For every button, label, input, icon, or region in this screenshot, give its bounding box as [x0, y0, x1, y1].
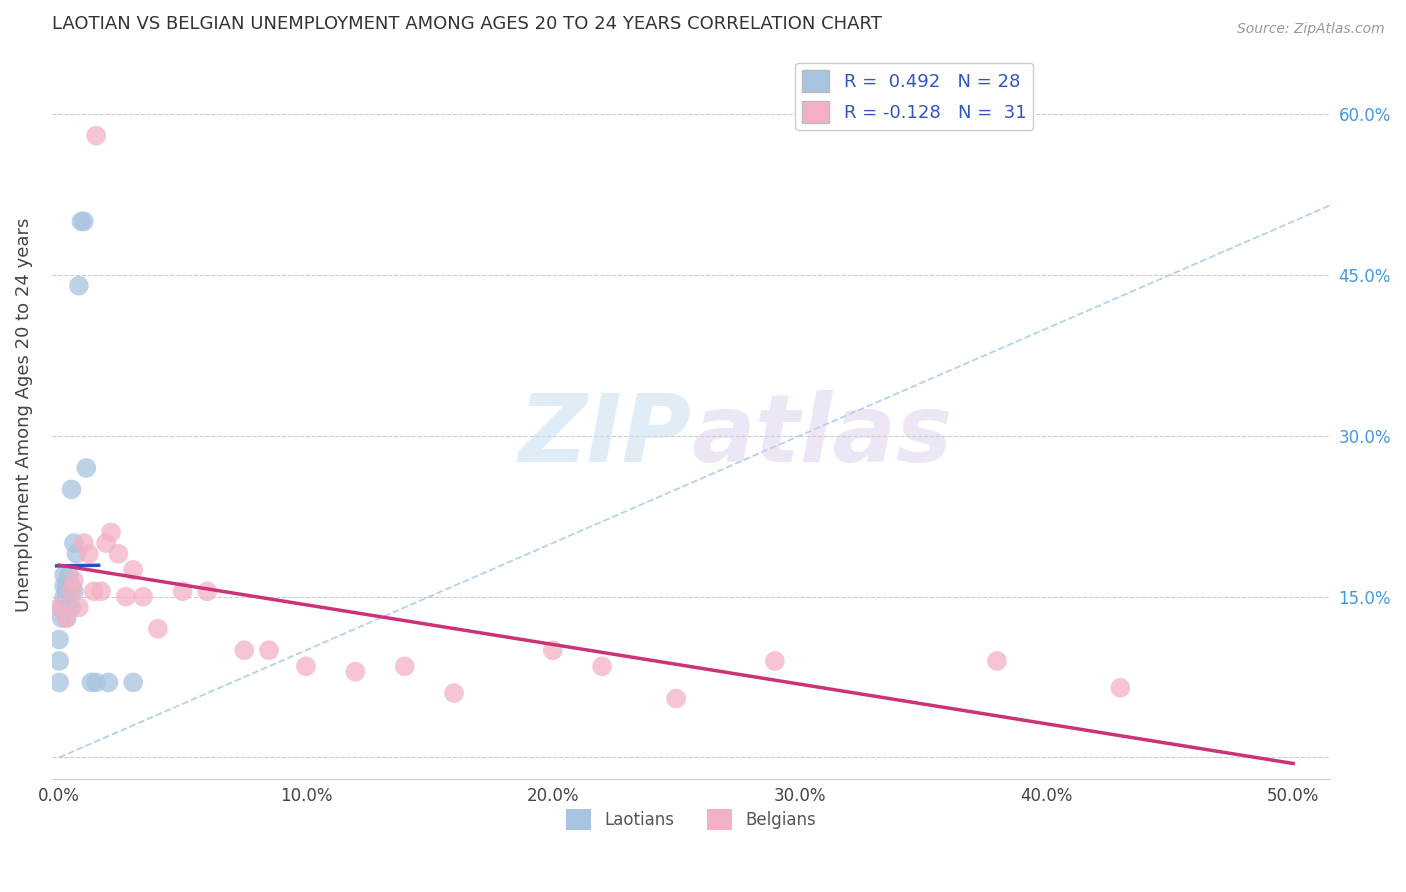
Legend: Laotians, Belgians: Laotians, Belgians [560, 803, 823, 836]
Point [63, 574, 86, 588]
Point [73, 214, 96, 228]
Point [394, 659, 416, 673]
Point [233, 643, 256, 657]
Point [51, 611, 73, 625]
Point [83, 584, 105, 599]
Text: ZIP: ZIP [517, 390, 690, 483]
Point [94, 536, 117, 550]
Point [48, 654, 70, 668]
Point [51, 600, 73, 615]
Point [132, 590, 155, 604]
Point [114, 590, 136, 604]
Point [65, 547, 87, 561]
Point [1109, 681, 1132, 695]
Point [53, 590, 76, 604]
Point [53, 568, 76, 582]
Point [58, 600, 80, 615]
Point [80, 675, 103, 690]
Point [75, 461, 97, 475]
Point [67, 600, 90, 615]
Text: atlas: atlas [690, 390, 952, 483]
Point [97, 675, 120, 690]
Point [295, 659, 318, 673]
Point [55, 611, 77, 625]
Point [58, 568, 80, 582]
Point [73, 536, 96, 550]
Point [67, 278, 90, 293]
Text: Source: ZipAtlas.com: Source: ZipAtlas.com [1237, 22, 1385, 37]
Y-axis label: Unemployment Among Ages 20 to 24 years: Unemployment Among Ages 20 to 24 years [15, 217, 32, 612]
Point [665, 691, 688, 706]
Point [344, 665, 367, 679]
Point [84, 675, 107, 690]
Point [70, 214, 93, 228]
Point [48, 675, 70, 690]
Point [146, 622, 169, 636]
Point [77, 547, 100, 561]
Point [63, 584, 86, 599]
Point [122, 563, 145, 577]
Point [58, 584, 80, 599]
Point [443, 686, 465, 700]
Point [107, 547, 129, 561]
Point [172, 584, 194, 599]
Point [90, 584, 112, 599]
Point [541, 643, 564, 657]
Point [591, 659, 613, 673]
Point [84, 128, 107, 143]
Point [257, 643, 280, 657]
Point [53, 579, 76, 593]
Point [60, 579, 83, 593]
Point [55, 579, 77, 593]
Point [195, 584, 218, 599]
Text: LAOTIAN VS BELGIAN UNEMPLOYMENT AMONG AGES 20 TO 24 YEARS CORRELATION CHART: LAOTIAN VS BELGIAN UNEMPLOYMENT AMONG AG… [52, 15, 882, 33]
Point [122, 675, 145, 690]
Point [63, 536, 86, 550]
Point [48, 632, 70, 647]
Point [60, 584, 83, 599]
Point [100, 525, 122, 540]
Point [986, 654, 1008, 668]
Point [60, 483, 83, 497]
Point [763, 654, 786, 668]
Point [55, 590, 77, 604]
Point [48, 600, 70, 615]
Point [60, 600, 83, 615]
Point [55, 611, 77, 625]
